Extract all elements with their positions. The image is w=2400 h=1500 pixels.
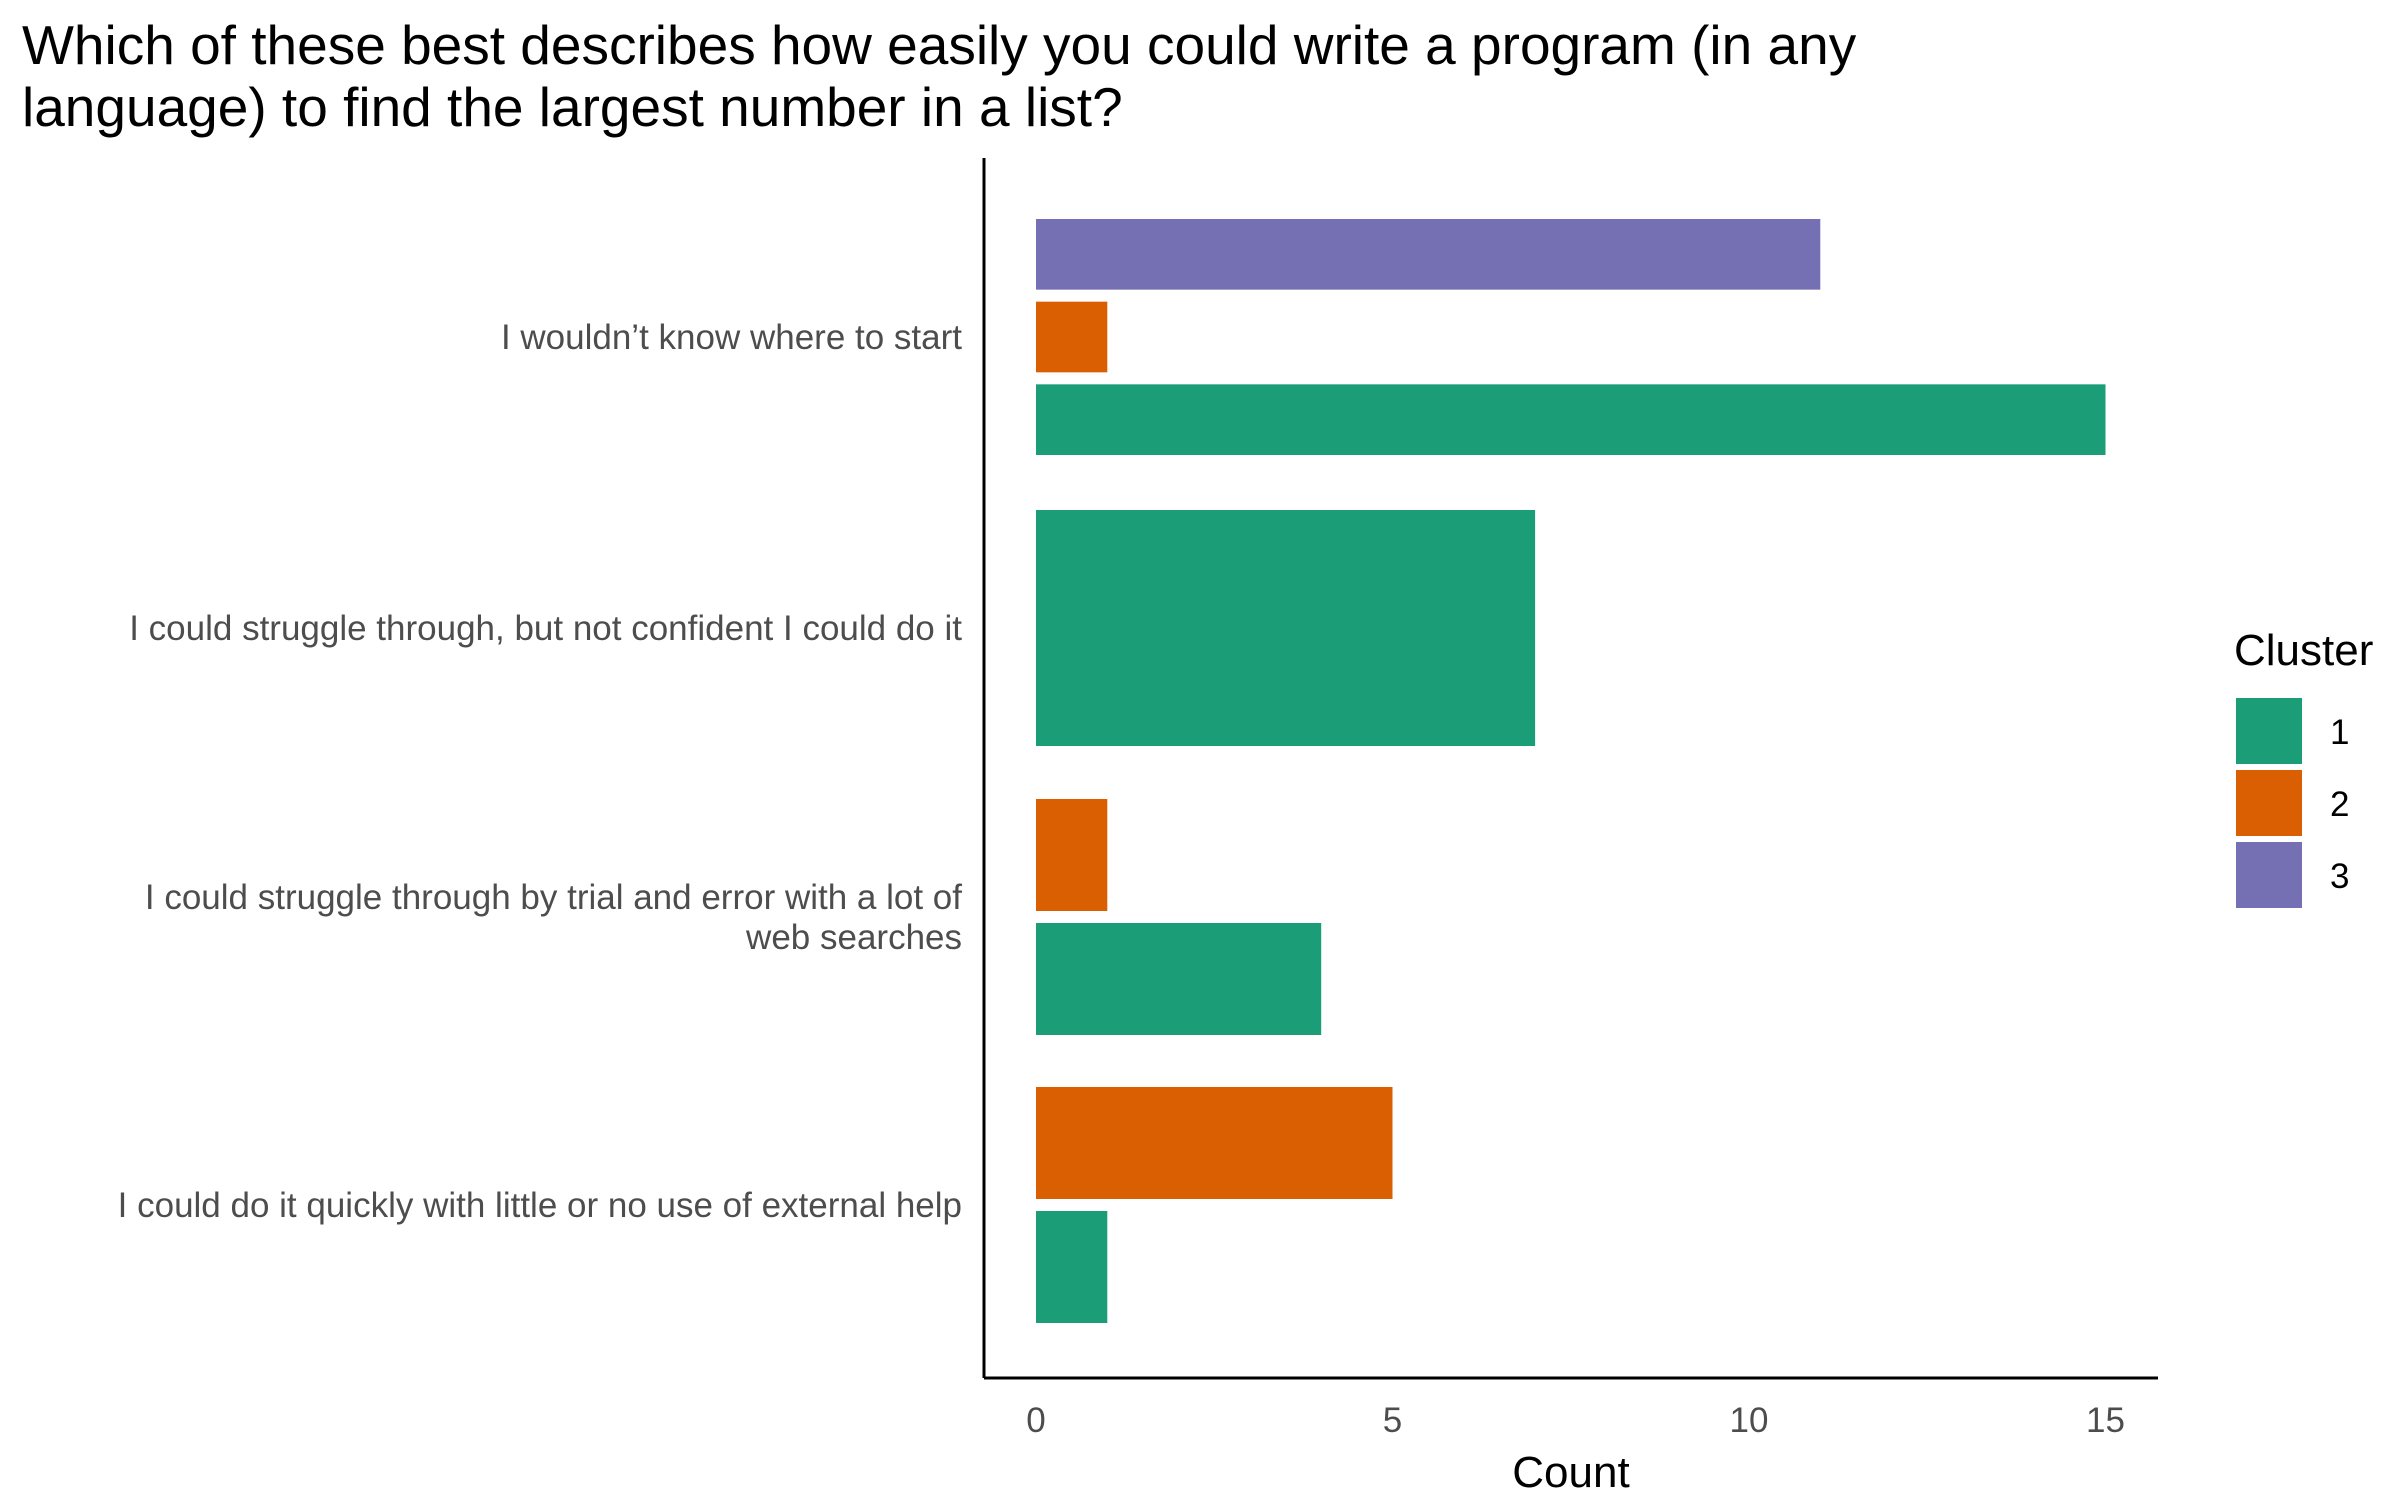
bar-cluster-1-category-3 (1036, 923, 1322, 1035)
bar-cluster-1-category-2 (1036, 510, 1536, 746)
legend: Cluster 1 2 3 (2234, 626, 2373, 908)
bar-cluster-2-category-3 (1036, 799, 1108, 911)
y-tick-label-2: I could struggle through, but not confid… (129, 609, 962, 648)
x-tick-label-0: 0 (1026, 1401, 1045, 1440)
x-tick-label-10: 10 (1730, 1401, 1769, 1440)
bar-cluster-1-category-4 (1036, 1211, 1108, 1323)
legend-key-3 (2236, 842, 2302, 908)
legend-key-2 (2236, 770, 2302, 836)
x-tick-label-5: 5 (1383, 1401, 1402, 1440)
bar-cluster-2-category-1 (1036, 301, 1108, 373)
y-tick-label-4: I could do it quickly with little or no … (118, 1186, 962, 1225)
legend-label-3: 3 (2330, 857, 2349, 896)
x-tick-label-15: 15 (2086, 1401, 2125, 1440)
legend-label-1: 1 (2330, 713, 2349, 752)
x-axis-title: Count (1512, 1448, 1629, 1497)
chart-title: Which of these best describes how easily… (22, 14, 1857, 138)
y-tick-labels: I wouldn’t know where to start I could st… (118, 318, 963, 1225)
legend-label-2: 2 (2330, 785, 2349, 824)
y-tick-label-1: I wouldn’t know where to start (501, 318, 962, 357)
legend-title: Cluster (2234, 626, 2373, 675)
bar-cluster-3-category-1 (1036, 219, 1821, 290)
bar-cluster-1-category-1 (1036, 384, 2106, 455)
bars-layer (1036, 219, 2106, 1323)
x-tick-labels: 0 5 10 15 (1026, 1401, 2125, 1440)
legend-key-1 (2236, 698, 2302, 764)
bar-cluster-2-category-4 (1036, 1087, 1393, 1199)
y-tick-label-3: I could struggle through by trial and er… (145, 878, 962, 957)
